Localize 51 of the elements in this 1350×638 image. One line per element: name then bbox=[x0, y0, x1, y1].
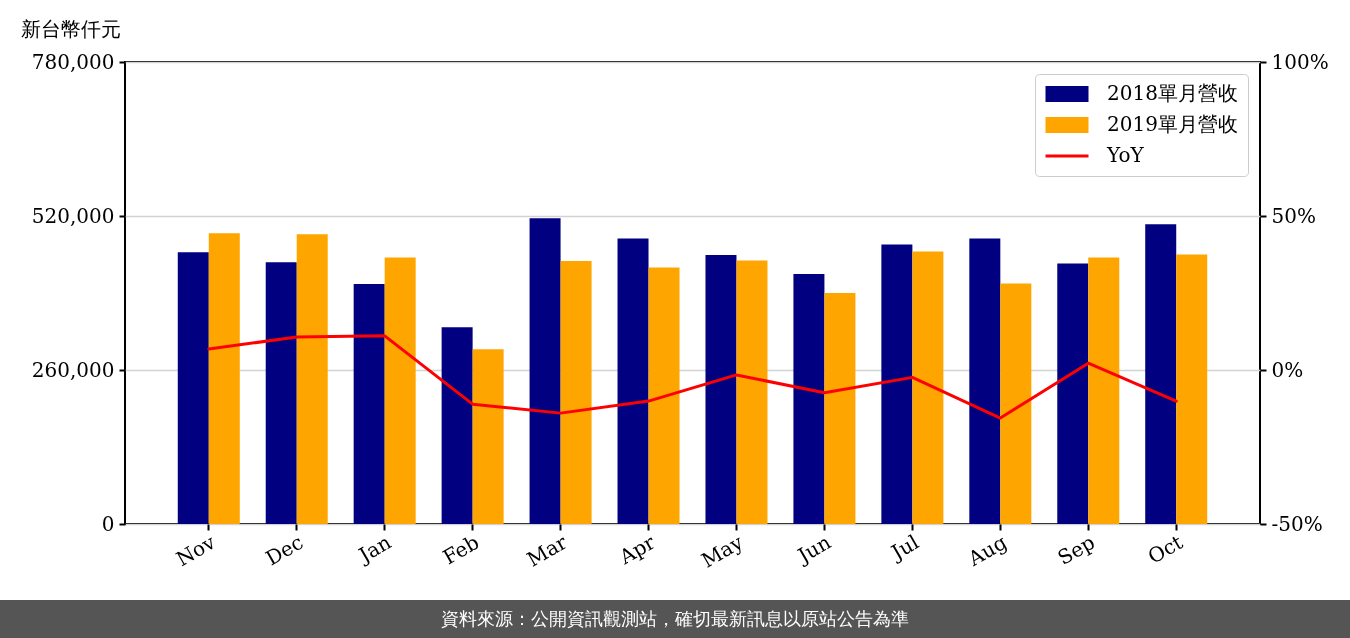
x-tick-label: May bbox=[697, 529, 748, 573]
y-tick-label: 0 bbox=[101, 511, 115, 536]
bar bbox=[617, 238, 649, 524]
bar bbox=[969, 238, 1001, 524]
y-tick-label: 260,000 bbox=[31, 357, 115, 382]
y2-tick-label: 50% bbox=[1271, 203, 1316, 228]
y2-tick-label: 0% bbox=[1271, 357, 1304, 382]
bar bbox=[208, 233, 240, 524]
x-tick-label: Aug bbox=[963, 529, 1011, 572]
x-tick-label: Mar bbox=[522, 529, 572, 572]
bar bbox=[472, 349, 504, 524]
bar bbox=[824, 293, 856, 524]
bar bbox=[1057, 263, 1089, 524]
x-tick-label: Jun bbox=[791, 529, 836, 569]
bar bbox=[177, 252, 209, 524]
bar bbox=[1000, 283, 1032, 524]
bar bbox=[441, 327, 473, 524]
bar bbox=[1176, 254, 1208, 524]
bar bbox=[1145, 224, 1177, 524]
bar bbox=[736, 260, 768, 524]
footer-panel: 資料來源：公開資訊觀測站，確切最新訊息以原站公告為準 bbox=[0, 600, 1350, 638]
bar bbox=[560, 261, 592, 524]
x-tick-label: Nov bbox=[171, 529, 220, 572]
x-tick-label: Jul bbox=[885, 529, 923, 566]
x-tick-label: Dec bbox=[261, 529, 308, 571]
x-tick-label: Apr bbox=[614, 529, 660, 570]
bar bbox=[1088, 257, 1120, 524]
bar bbox=[384, 257, 416, 524]
legend-label: YoY bbox=[1106, 143, 1145, 167]
bar bbox=[793, 274, 825, 524]
y-axis-title: 新台幣仟元 bbox=[20, 16, 121, 41]
y2-tick-label: -50% bbox=[1271, 511, 1323, 536]
y2-tick-label: 100% bbox=[1271, 49, 1329, 74]
bar bbox=[296, 234, 328, 524]
bar bbox=[881, 244, 913, 524]
x-tick-label: Oct bbox=[1143, 529, 1187, 569]
bar bbox=[265, 262, 297, 524]
x-tick-label: Jan bbox=[353, 529, 396, 569]
y-tick-label: 780,000 bbox=[31, 49, 115, 74]
y-tick-label: 520,000 bbox=[31, 203, 115, 228]
bar bbox=[648, 267, 680, 524]
x-tick-label: Feb bbox=[438, 529, 484, 570]
x-tick-label: Sep bbox=[1053, 529, 1099, 570]
legend-label: 2018單月營收 bbox=[1107, 81, 1238, 105]
line-series bbox=[207, 334, 1178, 420]
bar bbox=[705, 255, 737, 524]
source-note: 資料來源：公開資訊觀測站，確切最新訊息以原站公告為準 bbox=[441, 607, 909, 631]
bar bbox=[529, 218, 561, 524]
legend-label: 2019單月營收 bbox=[1107, 112, 1238, 136]
bar bbox=[353, 284, 385, 524]
bar bbox=[912, 251, 944, 524]
